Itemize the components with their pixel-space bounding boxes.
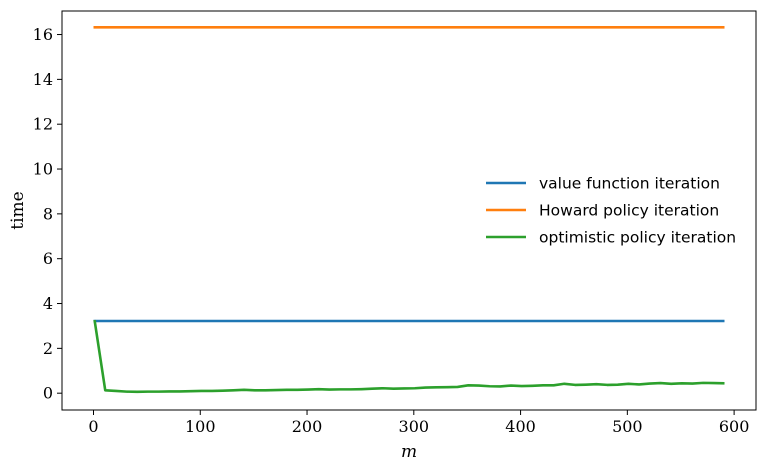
y-tick-label-3: 6 <box>43 249 53 268</box>
x-tick-label-2: 200 <box>292 417 323 436</box>
legend-label-3: optimistic policy iteration <box>539 229 736 247</box>
y-axis-label: time <box>8 191 28 229</box>
plot-area <box>93 26 725 394</box>
legend-label-1: value function iteration <box>539 175 720 193</box>
x-tick-label-6: 600 <box>719 417 750 436</box>
y-tick-label-8: 16 <box>33 25 53 44</box>
plot-frame <box>61 10 757 411</box>
legend-label-2: Howard policy iteration <box>539 202 719 220</box>
x-tick-label-3: 300 <box>399 417 430 436</box>
y-tick-label-4: 8 <box>43 204 53 223</box>
legend: value function iteration Howard policy it… <box>486 175 736 247</box>
y-tick-label-1: 2 <box>43 339 53 358</box>
x-tick-label-1: 100 <box>185 417 216 436</box>
series-line-3 <box>93 319 725 394</box>
y-tick-label-2: 4 <box>43 294 53 313</box>
y-tick-label-6: 12 <box>33 115 53 134</box>
y-tick-label-5: 10 <box>33 160 53 179</box>
x-tick-label-0: 0 <box>88 417 98 436</box>
axis-ticks: 0 100 200 300 400 500 600 0 2 4 6 8 10 12 14 16 <box>33 25 750 436</box>
y-tick-label-7: 14 <box>33 70 53 89</box>
x-tick-label-4: 400 <box>505 417 536 436</box>
x-tick-label-5: 500 <box>612 417 643 436</box>
y-tick-label-0: 0 <box>43 384 53 403</box>
x-axis-label: m <box>401 442 417 462</box>
